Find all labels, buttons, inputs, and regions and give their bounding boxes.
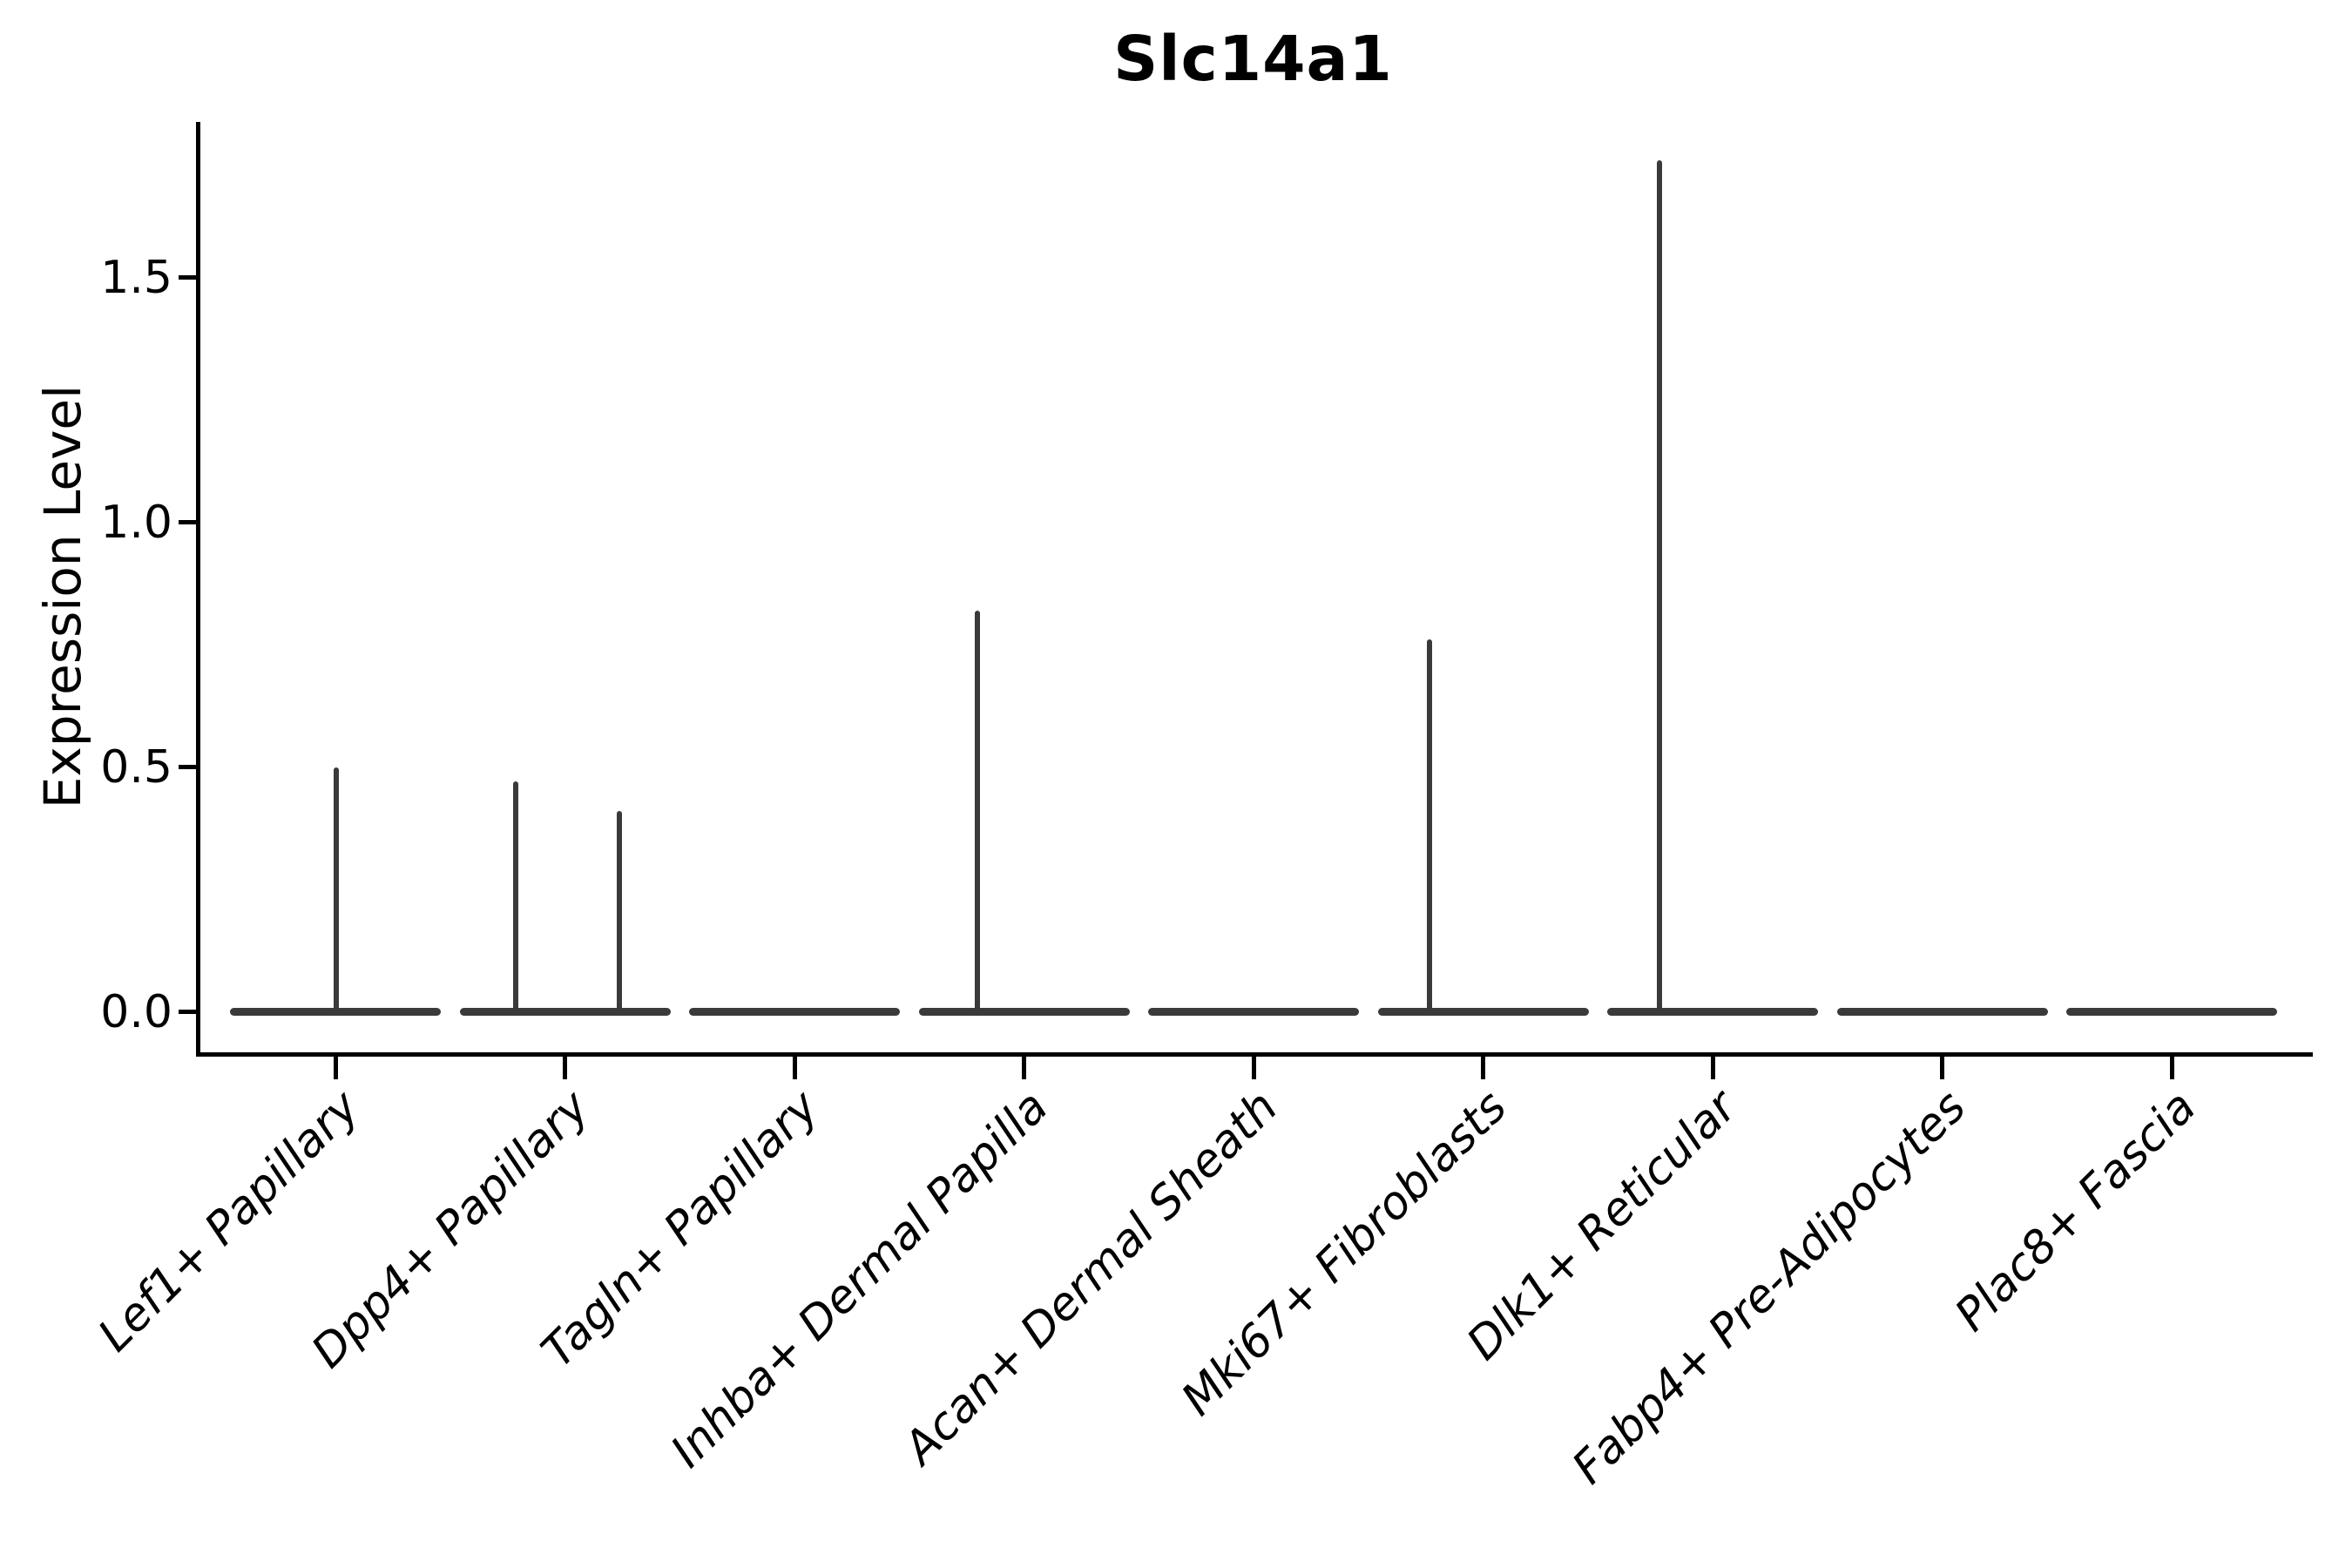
x-tick — [1251, 1057, 1256, 1079]
y-tick — [179, 275, 198, 280]
x-tick — [1022, 1057, 1026, 1079]
violin-baseline — [689, 1008, 900, 1016]
x-tick-label: Plac8+ Fascia — [1944, 1080, 2207, 1342]
violin-baseline — [2066, 1008, 2277, 1016]
y-tick-label: 0.5 — [100, 740, 172, 794]
violin-baseline — [1148, 1008, 1359, 1016]
y-tick-label: 0.0 — [100, 985, 172, 1038]
x-tick — [563, 1057, 567, 1079]
violin-spike — [616, 811, 622, 1015]
violin-spike — [334, 767, 339, 1015]
x-tick-label: Acan+ Dermal Sheath — [894, 1080, 1288, 1475]
y-tick-label: 1.0 — [100, 496, 172, 549]
y-tick — [179, 520, 198, 524]
x-tick-label: Fabp4+ Pre-Adipocytes — [1563, 1080, 1977, 1495]
violin-baseline — [1377, 1008, 1589, 1016]
x-tick — [1940, 1057, 1944, 1079]
violin-baseline — [1607, 1008, 1818, 1016]
violin-baseline — [459, 1008, 671, 1016]
y-tick — [179, 1010, 198, 1014]
violin-spike — [1657, 159, 1662, 1015]
violin-spike — [974, 610, 980, 1015]
y-tick — [179, 765, 198, 769]
y-axis-spine — [196, 122, 200, 1057]
violin-spike — [512, 781, 518, 1015]
x-tick — [792, 1057, 797, 1079]
x-tick — [1710, 1057, 1715, 1079]
x-tick — [2169, 1057, 2174, 1079]
plot-title: Slc14a1 — [1113, 23, 1393, 95]
x-tick-label: Inhba+ Dermal Papilla — [660, 1080, 1058, 1478]
violin-spike — [1426, 639, 1432, 1015]
violin-baseline — [918, 1008, 1130, 1016]
x-tick — [333, 1057, 338, 1079]
violin-baseline — [1836, 1008, 2048, 1016]
x-tick — [1481, 1057, 1485, 1079]
y-tick-label: 1.5 — [100, 251, 172, 304]
x-axis-spine — [196, 1052, 2313, 1057]
